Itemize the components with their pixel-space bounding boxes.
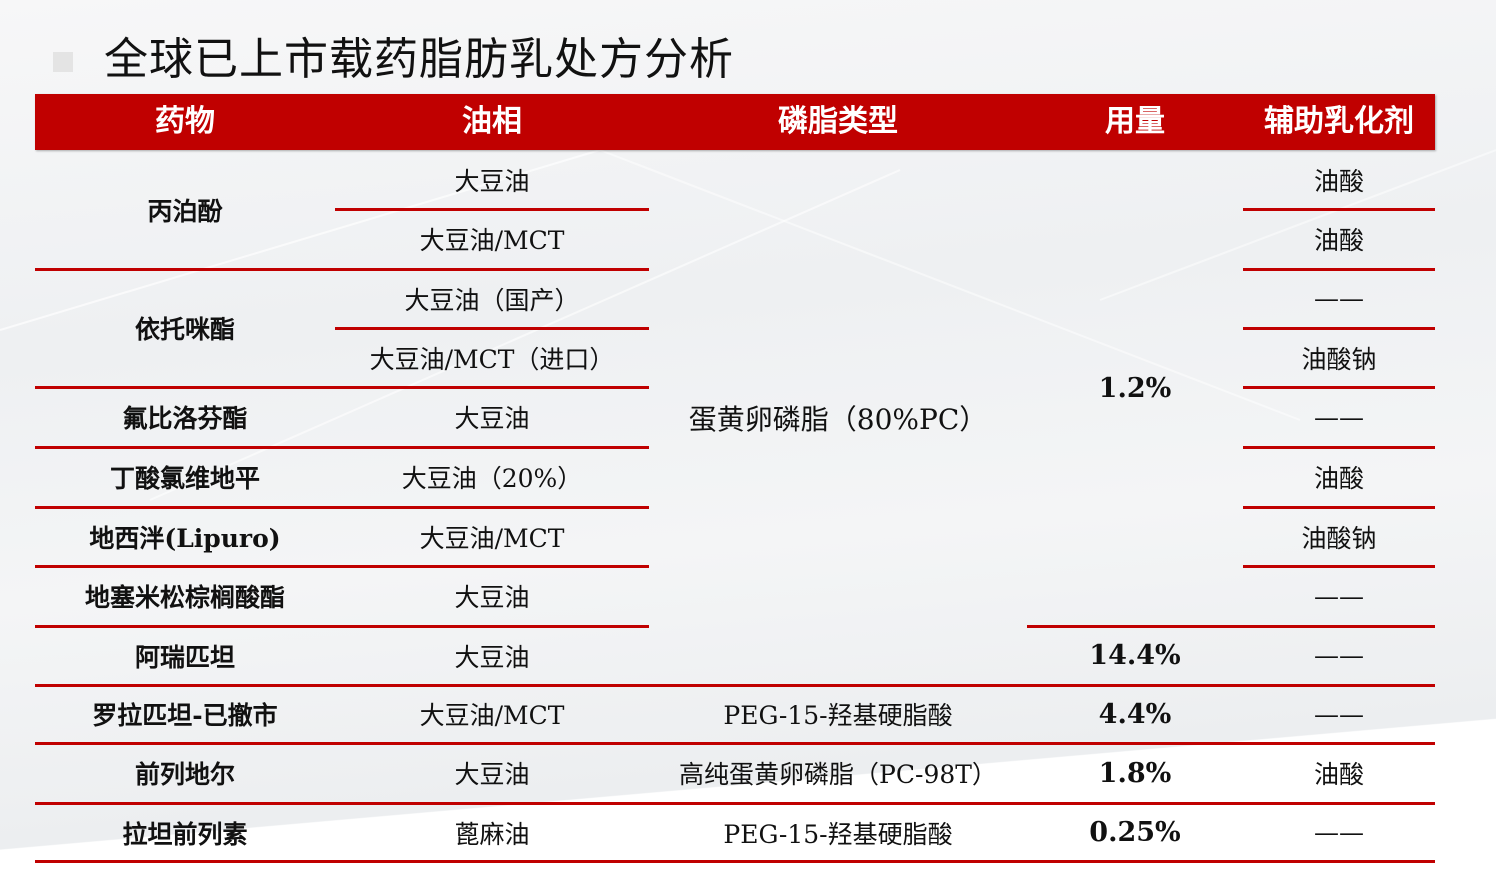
co-emulsifier-cell: —— bbox=[1314, 699, 1364, 729]
row-divider bbox=[35, 625, 649, 628]
drug-cell: 阿瑞匹坦 bbox=[134, 642, 235, 672]
dosage-cell: 1.2% bbox=[1098, 372, 1172, 404]
drug-cell: 前列地尔 bbox=[134, 760, 235, 789]
phospholipid-cell: 蛋黄卵磷脂（80%PC） bbox=[688, 402, 988, 436]
oil-phase-cell: 大豆油 bbox=[454, 760, 530, 789]
row-divider bbox=[1243, 386, 1435, 389]
oil-phase-cell: 大豆油 bbox=[454, 642, 530, 672]
row-divider bbox=[1243, 506, 1435, 509]
phospholipid-cell: 高纯蛋黄卵磷脂（PC-98T） bbox=[679, 760, 997, 789]
phospholipid-cell: PEG-15-羟基硬脂酸 bbox=[723, 819, 953, 849]
co-emulsifier-cell: —— bbox=[1314, 402, 1364, 432]
co-emulsifier-cell: 油酸 bbox=[1313, 166, 1364, 196]
header-oil-phase: 油相 bbox=[462, 104, 522, 139]
row-divider bbox=[35, 684, 1435, 687]
title-bullet-icon bbox=[53, 52, 73, 72]
oil-phase-cell: 大豆油/MCT bbox=[419, 523, 565, 553]
row-divider bbox=[335, 327, 649, 330]
header-co-emulsifier: 辅助乳化剂 bbox=[1264, 104, 1414, 139]
drug-cell: 罗拉匹坦-已撤市 bbox=[92, 701, 278, 730]
page-title: 全球已上市载药脂肪乳处方分析 bbox=[104, 34, 734, 85]
oil-phase-cell: 大豆油（国产） bbox=[404, 285, 580, 315]
co-emulsifier-cell: —— bbox=[1314, 818, 1364, 847]
co-emulsifier-cell: —— bbox=[1314, 284, 1364, 313]
co-emulsifier-cell: —— bbox=[1314, 641, 1364, 670]
oil-phase-cell: 蓖麻油 bbox=[454, 819, 530, 849]
oil-phase-cell: 大豆油/MCT（进口） bbox=[369, 344, 615, 374]
drug-cell: 依托咪酯 bbox=[134, 315, 235, 344]
dosage-cell: 1.8% bbox=[1098, 757, 1172, 789]
row-divider bbox=[1243, 268, 1435, 271]
header-dosage: 用量 bbox=[1105, 104, 1165, 139]
co-emulsifier-cell: 油酸 bbox=[1313, 464, 1364, 493]
row-divider bbox=[35, 386, 649, 389]
oil-phase-cell: 大豆油 bbox=[454, 404, 530, 433]
co-emulsifier-cell: 油酸钠 bbox=[1301, 523, 1377, 553]
co-emulsifier-cell: —— bbox=[1314, 581, 1364, 611]
header-drug: 药物 bbox=[155, 104, 215, 139]
table-header: 药物 油相 磷脂类型 用量 辅助乳化剂 bbox=[35, 94, 1435, 150]
row-divider bbox=[35, 565, 649, 568]
row-divider bbox=[35, 742, 1435, 745]
table-bottom-border bbox=[35, 860, 1435, 863]
drug-cell: 地西泮(Lipuro) bbox=[89, 523, 281, 553]
oil-phase-cell: 大豆油（20%） bbox=[401, 464, 583, 493]
phospholipid-cell: PEG-15-羟基硬脂酸 bbox=[723, 701, 953, 730]
co-emulsifier-cell: 油酸钠 bbox=[1301, 344, 1377, 374]
row-divider bbox=[35, 802, 1435, 805]
row-divider bbox=[1243, 208, 1435, 211]
oil-phase-cell: 大豆油/MCT bbox=[419, 701, 565, 730]
row-divider bbox=[335, 208, 649, 211]
oil-phase-cell: 大豆油/MCT bbox=[419, 226, 565, 255]
row-divider bbox=[1243, 565, 1435, 568]
header-phospholipid: 磷脂类型 bbox=[778, 104, 898, 139]
drug-cell: 丙泊酚 bbox=[147, 196, 223, 226]
drug-cell: 氟比洛芬酯 bbox=[122, 404, 248, 433]
oil-phase-cell: 大豆油 bbox=[454, 583, 530, 612]
dosage-cell: 0.25% bbox=[1089, 817, 1181, 848]
row-divider bbox=[35, 268, 649, 271]
co-emulsifier-cell: 油酸 bbox=[1313, 226, 1364, 255]
row-divider bbox=[35, 446, 649, 449]
row-divider bbox=[1243, 327, 1435, 330]
dosage-cell: 14.4% bbox=[1089, 640, 1181, 671]
oil-phase-cell: 大豆油 bbox=[454, 166, 530, 196]
row-divider bbox=[35, 506, 649, 509]
dosage-cell: 4.4% bbox=[1098, 698, 1172, 730]
co-emulsifier-cell: 油酸 bbox=[1313, 760, 1364, 789]
row-divider bbox=[1027, 625, 1435, 628]
drug-cell: 拉坦前列素 bbox=[122, 819, 248, 849]
drug-cell: 丁酸氯维地平 bbox=[109, 464, 260, 493]
row-divider bbox=[1243, 446, 1435, 449]
drug-cell: 地塞米松棕榈酸酯 bbox=[84, 583, 285, 612]
